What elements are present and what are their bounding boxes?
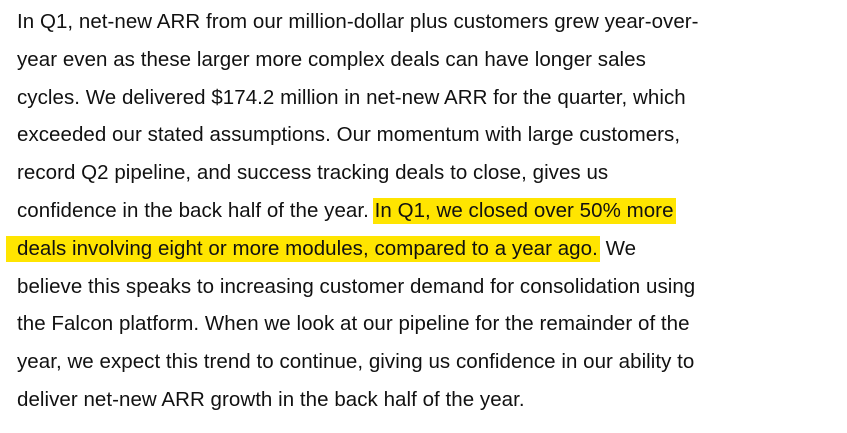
- text-line-4: exceeded our stated assumptions. Our mom…: [17, 123, 681, 147]
- text-line-1: In Q1, net-new ARR from our million-doll…: [17, 10, 699, 33]
- document-body: In Q1, net-new ARR from our million-doll…: [6, 3, 837, 419]
- text-line-6: confidence in the back half of the year.…: [17, 192, 837, 230]
- text-line-2: year even as these larger more complex d…: [17, 47, 646, 71]
- text-line-6-plain: confidence in the back half of the year.: [17, 198, 375, 222]
- text-line-3: cycles. We delivered $174.2 million in n…: [17, 85, 686, 109]
- text-line-11: deliver net-new ARR growth in the back h…: [17, 387, 525, 411]
- text-line-8: believe this speaks to increasing custom…: [17, 274, 696, 298]
- text-line-7: deals involving eight or more modules, c…: [6, 230, 837, 268]
- text-line-9: the Falcon platform. When we look at our…: [17, 312, 690, 336]
- highlighted-text-end: deals involving eight or more modules, c…: [6, 235, 600, 262]
- text-line-5: record Q2 pipeline, and success tracking…: [17, 161, 609, 185]
- text-line-7-plain: We: [599, 236, 637, 260]
- earnings-paragraph: In Q1, net-new ARR from our million-doll…: [6, 3, 837, 419]
- text-line-10: year, we expect this trend to continue, …: [17, 350, 695, 374]
- highlighted-text-start: In Q1, we closed over 50% more: [372, 197, 676, 224]
